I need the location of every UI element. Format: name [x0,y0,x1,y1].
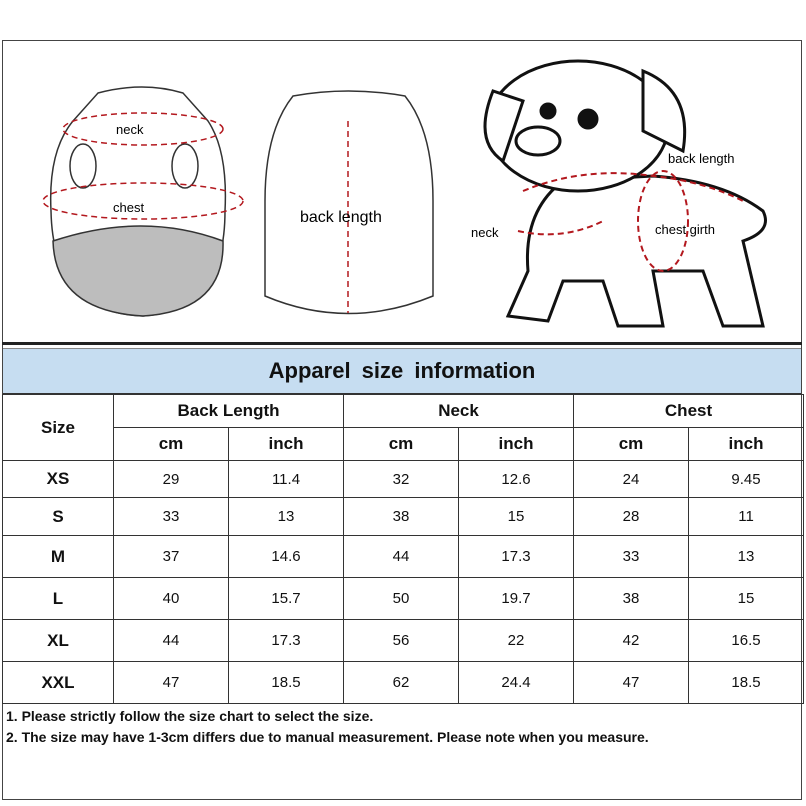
table-row: XS 29 11.4 32 12.6 24 9.45 [2,460,805,498]
divider [2,342,802,345]
value-cell: 19.7 [457,577,575,620]
value-cell: 13 [228,497,344,536]
value-cell: 9.45 [688,460,805,498]
value-cell: 11 [688,497,805,536]
size-cell: XL [2,619,114,662]
unit-header: cm [573,427,690,461]
table-row: M 37 14.6 44 17.3 33 13 [2,535,805,578]
group-header: Back Length [113,394,344,428]
measurement-illustration: neck chest back length back length neck … [42,59,767,328]
value-cell: 17.3 [457,535,575,578]
value-cell: 37 [113,535,229,578]
table-row: S 33 13 38 15 28 11 [2,497,805,536]
value-cell: 12.6 [457,460,575,498]
value-cell: 44 [113,619,229,662]
value-cell: 15 [688,577,805,620]
table-row: XL 44 17.3 56 22 42 16.5 [2,619,805,662]
unit-header: inch [688,427,805,461]
value-cell: 16.5 [688,619,805,662]
notes: 1. Please strictly follow the size chart… [6,706,649,748]
table-row: L 40 15.7 50 19.7 38 15 [2,577,805,620]
note: 1. Please strictly follow the size chart… [6,708,374,724]
value-cell: 28 [573,497,690,536]
value-cell: 18.5 [688,661,805,704]
vest-front-drawing [42,86,244,317]
value-cell: 50 [343,577,459,620]
table-row: XXL 47 18.5 62 24.4 47 18.5 [2,661,805,704]
unit-header: inch [228,427,344,461]
value-cell: 24.4 [457,661,575,704]
chest-label: chest [113,200,144,215]
dog-neck-label: neck [471,225,499,240]
value-cell: 47 [113,661,229,704]
size-table: Size Back Length Neck Chest cm inch cm inch… [2,394,805,704]
value-cell: 17.3 [228,619,344,662]
value-cell: 38 [573,577,690,620]
value-cell: 42 [573,619,690,662]
dog-chest-girth-label: chest girth [655,222,715,237]
value-cell: 24 [573,460,690,498]
value-cell: 47 [573,661,690,704]
group-header: Neck [342,394,575,428]
value-cell: 18.5 [228,661,344,704]
size-cell: XXL [2,661,114,704]
dog-drawing [483,59,767,328]
dog-back-length-label: back length [668,151,735,166]
value-cell: 38 [343,497,459,536]
size-cell: M [2,535,114,578]
value-cell: 62 [343,661,459,704]
back-length-label: back length [300,209,382,226]
value-cell: 44 [343,535,459,578]
note: 2. The size may have 1-3cm differs due t… [6,729,649,745]
size-cell: XS [2,460,114,498]
value-cell: 32 [343,460,459,498]
value-cell: 40 [113,577,229,620]
unit-header: cm [113,427,229,461]
dog-measure-lines [517,170,744,272]
value-cell: 15 [457,497,575,536]
vest-back-drawing [264,90,434,315]
unit-header: inch [457,427,575,461]
value-cell: 11.4 [228,460,344,498]
size-header: Size [2,394,114,461]
value-cell: 33 [573,535,690,578]
table-title: Apparel size information [3,348,801,395]
group-header: Chest [573,394,805,428]
value-cell: 13 [688,535,805,578]
value-cell: 22 [457,619,575,662]
value-cell: 15.7 [228,577,344,620]
value-cell: 56 [343,619,459,662]
size-cell: S [2,497,114,536]
neck-label: neck [116,122,144,137]
unit-header: cm [343,427,459,461]
value-cell: 29 [113,460,229,498]
size-cell: L [2,577,114,620]
value-cell: 33 [113,497,229,536]
value-cell: 14.6 [228,535,344,578]
